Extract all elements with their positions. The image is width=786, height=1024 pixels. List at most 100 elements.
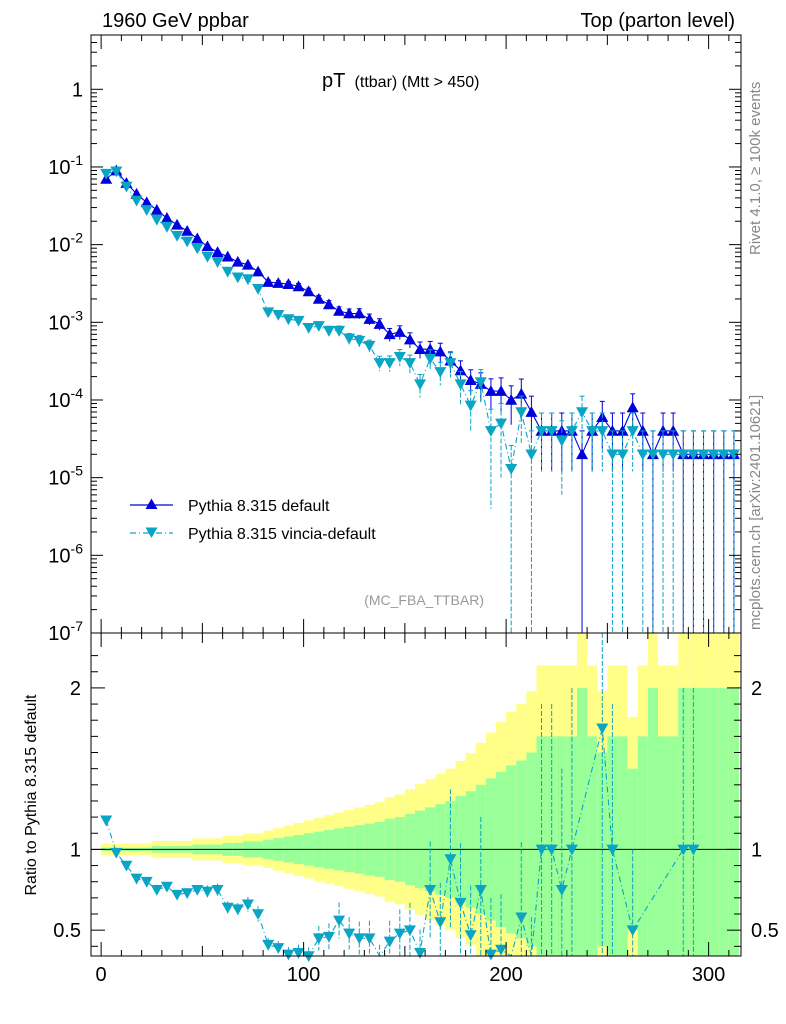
tick-exponent: -2 <box>71 230 84 246</box>
data-point-triangle-down <box>333 325 346 337</box>
data-point-triangle-up <box>383 328 396 340</box>
data-point-triangle-up <box>363 313 376 324</box>
stat-uncertainty-band <box>718 687 729 956</box>
data-point-triangle-down <box>646 449 659 461</box>
data-point-triangle-up <box>464 374 477 385</box>
data-point-triangle-down <box>191 243 204 255</box>
data-point-triangle-down <box>272 943 285 954</box>
ratio-series-line <box>105 728 694 958</box>
ratio-x-tick-label: 200 <box>489 964 522 986</box>
data-point-triangle-up <box>211 246 224 257</box>
data-point-triangle-down <box>596 723 609 735</box>
data-point-triangle-up <box>525 406 538 417</box>
data-point-triangle-down <box>241 274 254 286</box>
data-point-triangle-down <box>211 884 224 896</box>
ratio-y-tick-label-right: 0.5 <box>751 920 779 942</box>
data-point-triangle-down <box>403 925 416 937</box>
data-point-triangle-up <box>657 424 670 436</box>
data-point-triangle-down <box>636 449 649 461</box>
data-point-triangle-up <box>333 304 346 316</box>
data-point-triangle-up <box>181 224 194 236</box>
data-point-triangle-up <box>393 326 406 337</box>
tick-exponent: -7 <box>71 618 84 634</box>
main-title: pT (ttbar) (Mtt > 450) <box>322 70 479 92</box>
data-point-triangle-down <box>586 426 599 437</box>
data-point-triangle-down <box>616 449 629 461</box>
data-point-triangle-down <box>606 844 619 856</box>
series-line-default <box>105 169 734 456</box>
data-point-triangle-down <box>120 860 133 872</box>
data-point-triangle-down <box>414 947 427 959</box>
data-point-triangle-down <box>424 884 437 896</box>
legend-entry-vincia: Pythia 8.315 vincia-default <box>130 526 376 543</box>
data-point-triangle-down <box>160 881 173 893</box>
stat-uncertainty-band <box>576 687 588 956</box>
data-point-triangle-up <box>667 424 680 436</box>
data-point-triangle-up <box>454 364 467 376</box>
data-point-triangle-up <box>606 424 619 436</box>
data-point-triangle-down <box>535 426 548 437</box>
stat-uncertainty-band <box>587 736 598 956</box>
data-point-triangle-down <box>717 449 730 461</box>
data-point-triangle-up <box>626 401 639 413</box>
data-point-triangle-down <box>363 933 376 945</box>
main-panel-frame <box>90 34 742 634</box>
header-process: Top (parton level) <box>580 10 735 32</box>
data-point-triangle-down <box>322 931 335 943</box>
data-point-triangle-down <box>707 449 720 461</box>
stat-uncertainty-band <box>647 687 658 956</box>
tick-exponent: -3 <box>71 307 84 323</box>
data-point-triangle-up <box>505 393 518 405</box>
data-point-triangle-down <box>606 449 619 461</box>
main-y-tick-label: 10-5 <box>48 463 83 490</box>
data-point-triangle-down <box>555 435 568 447</box>
side-label-mcplots: mcplots.cern.ch [arXiv:2401.10621] <box>747 395 764 630</box>
data-point-triangle-down <box>545 844 558 856</box>
legend-marker-triangle-down <box>145 527 158 538</box>
data-point-triangle-up <box>292 280 305 292</box>
data-point-triangle-up <box>403 333 416 345</box>
axes: 10-7 10-6 10-5 10-4 10-3 10-2 10-1 1 0 100 200 300 0… <box>48 34 779 986</box>
data-point-triangle-down <box>484 426 497 437</box>
data-point-triangle-down <box>424 353 437 365</box>
data-point-triangle-up <box>241 258 254 270</box>
ratio-panel-series <box>100 633 700 962</box>
data-point-triangle-down <box>353 933 366 945</box>
data-point-triangle-down <box>130 873 143 885</box>
data-point-triangle-down <box>221 266 234 278</box>
data-point-triangle-down <box>525 449 538 461</box>
stat-uncertainty-band <box>708 687 719 956</box>
data-point-triangle-down <box>110 847 123 859</box>
data-point-triangle-up <box>616 424 629 436</box>
data-point-triangle-up <box>424 343 437 355</box>
data-point-triangle-up <box>231 255 244 267</box>
stat-uncertainty-band <box>657 736 669 956</box>
data-point-triangle-down <box>505 464 518 475</box>
data-point-triangle-down <box>434 917 447 929</box>
ratio-y-tick-label-right: 2 <box>751 678 762 700</box>
data-point-triangle-down <box>515 912 528 924</box>
data-point-triangle-up <box>434 345 447 357</box>
data-point-triangle-up <box>160 212 173 223</box>
data-point-triangle-down <box>262 939 275 951</box>
data-point-triangle-up <box>414 343 427 355</box>
data-point-triangle-down <box>545 426 558 437</box>
data-point-triangle-down <box>515 407 528 419</box>
data-point-triangle-down <box>312 321 325 332</box>
data-point-triangle-down <box>434 367 447 378</box>
legend: Pythia 8.315 default Pythia 8.315 vincia… <box>130 498 376 543</box>
data-point-triangle-down <box>727 449 740 461</box>
data-point-triangle-up <box>140 196 153 208</box>
data-point-triangle-down <box>130 195 143 207</box>
data-point-triangle-down <box>414 379 427 391</box>
data-point-triangle-down <box>302 951 315 962</box>
data-point-triangle-down <box>231 904 244 916</box>
ratio-x-tick-label: 100 <box>287 964 320 986</box>
data-point-triangle-down <box>252 284 265 295</box>
data-point-triangle-down <box>393 928 406 940</box>
ratio-uncertainty-bands <box>101 633 739 956</box>
data-point-triangle-down <box>181 236 194 248</box>
data-point-triangle-down <box>241 899 254 911</box>
data-point-triangle-down <box>363 340 376 352</box>
